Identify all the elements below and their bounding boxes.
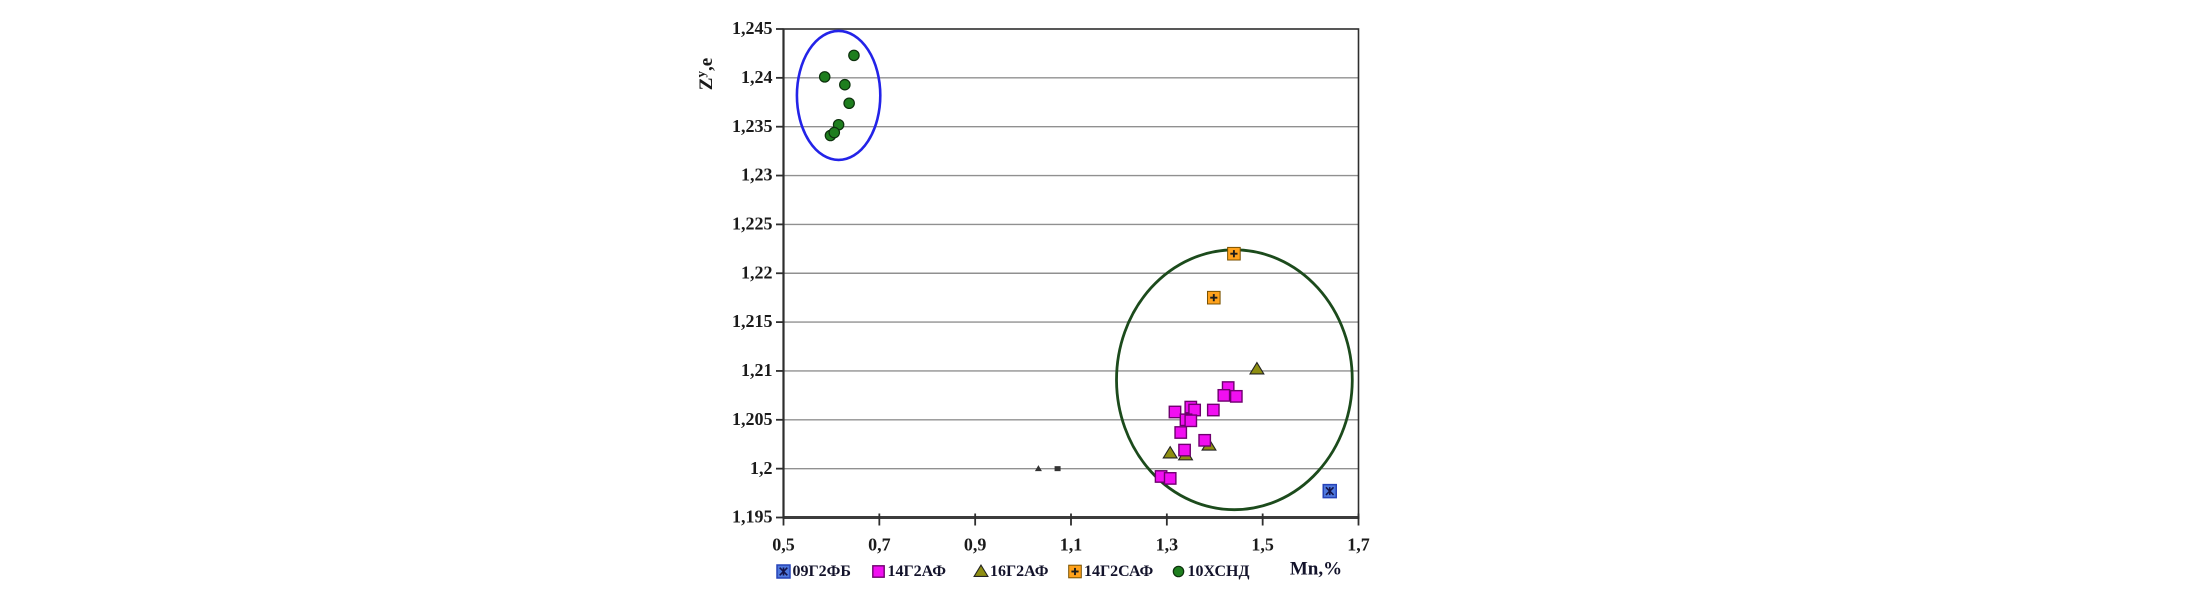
x-tick-label: 1,3 xyxy=(1156,535,1179,555)
legend-item-14g2af: 14Г2АФ xyxy=(872,563,947,580)
y-axis-title: Zy,e xyxy=(693,58,717,90)
data-point-10khsnd xyxy=(843,97,855,110)
data-point-14g2af xyxy=(1168,405,1182,419)
y-tick-label: 1,23 xyxy=(741,165,773,185)
y-tick-label: 1,245 xyxy=(732,18,773,38)
y-tick-label: 1,225 xyxy=(732,214,773,234)
data-point-14g2af xyxy=(1163,472,1177,485)
data-point-14g2af xyxy=(1178,443,1191,457)
data-point-14g2af xyxy=(1229,389,1243,403)
data-point-14g2af xyxy=(872,565,885,578)
x-tick-label: 1,5 xyxy=(1251,535,1274,555)
y-tick-label: 1,24 xyxy=(741,67,773,87)
data-point-14g2af xyxy=(1184,414,1198,428)
legend-item-16g2af: 16Г2АФ xyxy=(973,563,1049,580)
legend-item-09g2fb: 09Г2ФБ xyxy=(776,563,852,580)
legend-label-14g2af: 14Г2АФ xyxy=(888,563,947,580)
data-point-10khsnd xyxy=(1172,565,1185,578)
y-tick-label: 1,195 xyxy=(732,507,773,527)
data-point-10khsnd xyxy=(818,71,831,83)
x-axis-title: Mn,% xyxy=(1290,558,1342,579)
y-tick-label: 1,215 xyxy=(732,311,773,331)
y-tick-label: 1,2 xyxy=(750,458,773,478)
legend-label-09g2fb: 09Г2ФБ xyxy=(793,563,852,580)
x-tick-label: 1,1 xyxy=(1060,535,1083,555)
data-point-09g2fb-zh-icon xyxy=(1325,486,1335,496)
y-tick-label: 1,205 xyxy=(732,409,773,429)
data-point-16g2af xyxy=(1249,361,1265,375)
data-point-14g2af xyxy=(1206,403,1220,417)
x-tick-label: 1,7 xyxy=(1347,535,1370,555)
ellipse-cluster-low-mn xyxy=(795,29,882,162)
data-point-16g2af xyxy=(1162,445,1179,459)
data-point-14g2af xyxy=(1174,426,1188,439)
stray-mark xyxy=(1054,466,1061,472)
y-tick-label: 1,22 xyxy=(741,262,773,282)
data-point-10khsnd xyxy=(848,49,860,62)
legend-item-10khsnd: 10ХСНД xyxy=(1172,563,1250,580)
data-point-14g2af xyxy=(1198,433,1212,447)
stray-mark xyxy=(1034,465,1042,472)
data-point-16g2af xyxy=(973,564,989,577)
legend-label-14g2saf: 14Г2САФ xyxy=(1084,563,1153,580)
ellipse-cluster-high-mn xyxy=(1115,248,1354,512)
x-tick-label: 0,9 xyxy=(964,535,987,555)
x-tick-label: 0,5 xyxy=(772,535,795,555)
data-point-10khsnd xyxy=(828,126,841,139)
y-tick-label: 1,21 xyxy=(741,360,773,380)
legend-label-16g2af: 16Г2АФ xyxy=(990,563,1049,580)
x-tick-label: 0,7 xyxy=(868,535,891,555)
legend-item-14g2saf: 14Г2САФ xyxy=(1068,563,1153,580)
data-point-10khsnd xyxy=(839,78,851,91)
y-tick-label: 1,235 xyxy=(732,116,773,136)
legend-label-10khsnd: 10ХСНД xyxy=(1188,563,1250,580)
data-point-09g2fb-zh-icon xyxy=(779,567,788,576)
data-point-14g2af xyxy=(1217,388,1231,402)
